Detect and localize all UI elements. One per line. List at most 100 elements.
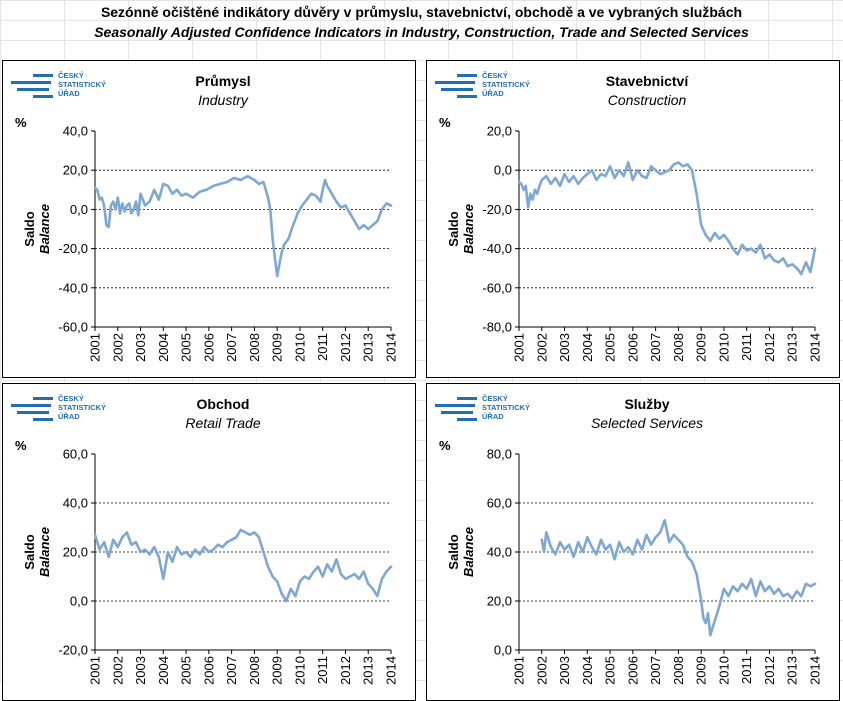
x-tick-label: 2014 <box>808 656 823 685</box>
x-tick-label: 2008 <box>247 656 262 685</box>
logo-line-2: STATISTICKÝ <box>482 80 531 89</box>
y-tick-label: 20,0 <box>487 124 512 139</box>
x-tick-label: 2003 <box>557 333 572 362</box>
x-tick-label: 2003 <box>133 333 148 362</box>
x-tick-label: 2010 <box>292 333 307 362</box>
x-tick-label: 2002 <box>110 656 125 685</box>
y-tick-label: 0,0 <box>70 202 88 217</box>
x-tick-label: 2005 <box>603 333 618 362</box>
y-axis-title-english: Balance <box>37 204 52 254</box>
x-tick-label: 2008 <box>671 333 686 362</box>
logo-line-3: ÚŘAD <box>58 89 80 98</box>
logo-line-3: ÚŘAD <box>482 89 504 98</box>
series-line <box>517 161 817 276</box>
chart-construction: -80,0 -60,0 -40,0 -20,0 0,0 20,0 2001 2002 2003 2… <box>446 124 823 362</box>
y-tick-label: 40,0 <box>63 124 88 139</box>
logo-line-2: STATISTICKÝ <box>58 403 107 412</box>
x-tick-label: 2009 <box>694 333 709 362</box>
x-tick-label: 2009 <box>270 333 285 362</box>
series-line <box>93 528 393 603</box>
x-tick-label: 2007 <box>224 333 239 362</box>
series-line <box>93 174 393 278</box>
logo-line-1: ČESKÝ <box>482 394 508 403</box>
logo-line-2: STATISTICKÝ <box>482 403 531 412</box>
y-axis-title-english: Balance <box>461 204 476 254</box>
y-axis-title: Saldo <box>446 534 461 569</box>
x-tick-label: 2002 <box>534 333 549 362</box>
chart-selected-services: 0,0 20,0 40,0 60,0 80,0 2001 2002 2003 2004 2005 2… <box>446 447 823 685</box>
y-tick-label: -40,0 <box>482 241 512 256</box>
logo-line-3: ÚŘAD <box>482 412 504 421</box>
y-tick-label: 20,0 <box>487 594 512 609</box>
y-tick-label: 0,0 <box>70 594 88 609</box>
x-tick-label: 2013 <box>361 656 376 685</box>
x-tick-label: 2011 <box>739 656 754 684</box>
y-tick-label: 40,0 <box>487 545 512 560</box>
chart-panel-selected-services: ČESKÝ STATISTICKÝ ÚŘAD Služby Selected S… <box>426 383 840 701</box>
y-tick-label: 40,0 <box>63 496 88 511</box>
y-tick-label: 20,0 <box>63 545 88 560</box>
x-tick-label: 2010 <box>716 656 731 685</box>
x-tick-label: 2011 <box>739 333 754 361</box>
x-tick-label: 2001 <box>88 656 103 685</box>
chart-retail-trade: -20,0 0,0 20,0 40,0 60,0 2001 2002 2003 2004 2005… <box>22 447 399 685</box>
y-tick-label: 80,0 <box>487 447 512 462</box>
y-axis-title-english: Balance <box>461 527 476 577</box>
x-tick-label: 2013 <box>785 656 800 685</box>
x-tick-label: 2012 <box>338 333 353 362</box>
page-title-czech: Sezónně očištěné indikátory důvěry v prů… <box>100 4 743 20</box>
x-tick-label: 2007 <box>648 656 663 685</box>
x-tick-label: 2012 <box>762 333 777 362</box>
x-tick-label: 2005 <box>603 656 618 685</box>
y-tick-label: -20,0 <box>58 241 88 256</box>
x-tick-label: 2009 <box>270 656 285 685</box>
x-tick-label: 2001 <box>512 333 527 362</box>
page-title-english: Seasonally Adjusted Confidence Indicator… <box>94 24 749 40</box>
x-tick-label: 2005 <box>179 656 194 685</box>
y-tick-label: 0,0 <box>494 163 512 178</box>
unit-label: % <box>439 115 451 130</box>
chart-subtitle: Selected Services <box>590 415 704 431</box>
chart-title: Obchod <box>196 396 250 412</box>
x-tick-label: 2011 <box>315 333 330 361</box>
chart-panel-construction: ČESKÝ STATISTICKÝ ÚŘAD Stavebnictví Cons… <box>426 60 840 378</box>
chart-panel-retail-trade: ČESKÝ STATISTICKÝ ÚŘAD Obchod Retail Tra… <box>2 383 416 701</box>
logo-line-1: ČESKÝ <box>58 71 84 80</box>
chart-title: Služby <box>624 396 670 412</box>
y-axis-title: Saldo <box>446 211 461 246</box>
x-tick-label: 2008 <box>671 656 686 685</box>
x-tick-label: 2009 <box>694 656 709 685</box>
x-tick-label: 2012 <box>762 656 777 685</box>
y-tick-label: 20,0 <box>63 163 88 178</box>
chart-subtitle: Industry <box>198 92 248 108</box>
x-tick-label: 2002 <box>110 333 125 362</box>
x-tick-label: 2014 <box>808 333 823 362</box>
unit-label: % <box>439 438 451 453</box>
logo-line-3: ÚŘAD <box>58 412 80 421</box>
x-tick-label: 2010 <box>292 656 307 685</box>
logo-line-1: ČESKÝ <box>58 394 84 403</box>
czso-logo: ČESKÝ STATISTICKÝ ÚŘAD <box>11 394 121 424</box>
czso-logo: ČESKÝ STATISTICKÝ ÚŘAD <box>435 71 545 101</box>
x-tick-label: 2007 <box>648 333 663 362</box>
unit-label: % <box>15 115 27 130</box>
y-tick-label: -20,0 <box>482 202 512 217</box>
logo-line-2: STATISTICKÝ <box>58 80 107 89</box>
chart-subtitle: Retail Trade <box>185 415 261 431</box>
y-tick-label: -60,0 <box>482 280 512 295</box>
x-tick-label: 2007 <box>224 656 239 685</box>
x-tick-label: 2004 <box>580 333 595 362</box>
chart-title: Stavebnictví <box>605 73 689 89</box>
czso-logo: ČESKÝ STATISTICKÝ ÚŘAD <box>11 71 121 101</box>
chart-panel-industry: ČESKÝ STATISTICKÝ ÚŘAD Průmysl Industry … <box>2 60 416 378</box>
chart-title: Průmysl <box>195 73 251 89</box>
x-tick-label: 2001 <box>512 656 527 685</box>
y-tick-label: -60,0 <box>58 320 88 335</box>
chart-subtitle: Construction <box>607 92 687 108</box>
chart-industry: -60,0 -40,0 -20,0 0,0 20,0 40,0 2001 2002 2003 20… <box>22 124 399 362</box>
x-tick-label: 2010 <box>716 333 731 362</box>
y-tick-label: 60,0 <box>487 496 512 511</box>
series-line <box>540 518 817 637</box>
x-tick-label: 2003 <box>133 656 148 685</box>
y-axis-title: Saldo <box>22 211 37 246</box>
